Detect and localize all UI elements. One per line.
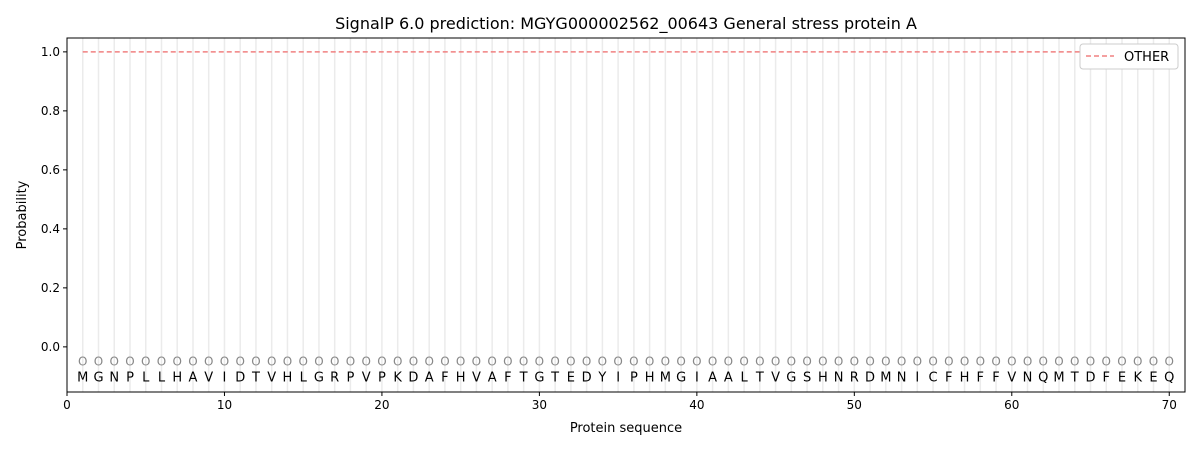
y-tick-label: 0.0 bbox=[41, 340, 60, 354]
predicted-labels: OOOOOOOOOOOOOOOOOOOOOOOOOOOOOOOOOOOOOOOO… bbox=[78, 355, 1174, 369]
y-tick-label: 0.6 bbox=[41, 163, 60, 177]
x-tick-label: 10 bbox=[217, 398, 232, 412]
y-tick-label: 0.8 bbox=[41, 104, 60, 118]
y-tick-label: 1.0 bbox=[41, 45, 60, 59]
x-tick-label: 20 bbox=[374, 398, 389, 412]
x-tick-label: 40 bbox=[689, 398, 704, 412]
x-tick-label: 30 bbox=[532, 398, 547, 412]
y-tick-label: 0.4 bbox=[41, 222, 60, 236]
plot-frame bbox=[66, 37, 1186, 393]
x-tick-label: 60 bbox=[1004, 398, 1019, 412]
legend: OTHER bbox=[1079, 43, 1179, 70]
x-tick-label: 50 bbox=[847, 398, 862, 412]
x-tick-label: 70 bbox=[1162, 398, 1177, 412]
legend-other-label: OTHER bbox=[1124, 50, 1169, 65]
x-tick-label: 0 bbox=[63, 398, 71, 412]
x-axis-label: Protein sequence bbox=[570, 421, 682, 436]
y-axis-label: Probability bbox=[15, 180, 30, 249]
chart-title: SignalP 6.0 prediction: MGYG000002562_00… bbox=[335, 14, 917, 34]
residue-sequence: MGNPLLHAVIDTVHLGRPVPKDAFHVAFTGTEDYIPHMGI… bbox=[77, 370, 1174, 385]
y-tick-label: 0.2 bbox=[41, 281, 60, 295]
